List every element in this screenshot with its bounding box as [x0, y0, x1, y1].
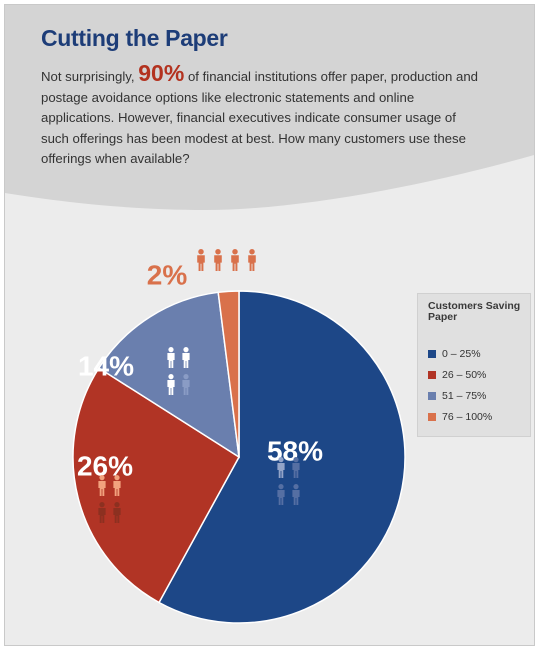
person-icon-1-3	[277, 484, 285, 505]
chart-legend: Customers Saving Paper 0 – 25% 26 – 50% 51…	[417, 293, 531, 437]
legend-swatch-3	[428, 392, 436, 400]
legend-item-3: 51 – 75%	[428, 390, 486, 402]
person-icon-4-1	[197, 249, 205, 272]
legend-item-4: 76 – 100%	[428, 411, 492, 423]
header-background	[5, 5, 534, 210]
intro-highlight-percent: 90%	[138, 60, 185, 86]
intro-text: Not surprisingly, 90% of financial insti…	[41, 62, 481, 170]
pie-slice-1	[158, 290, 406, 624]
person-icon-4-4	[248, 249, 256, 272]
person-icon-2-4	[113, 502, 121, 523]
legend-label-2: 26 – 50%	[442, 369, 487, 381]
legend-label-1: 0 – 25%	[442, 348, 481, 360]
person-icon-4-3	[231, 249, 239, 272]
slice-label-3: 14%	[78, 350, 134, 381]
pie-slice-2	[72, 367, 240, 604]
legend-label-3: 51 – 75%	[442, 390, 487, 402]
legend-label-4: 76 – 100%	[442, 411, 493, 423]
intro-text-start: Not surprisingly,	[41, 69, 139, 84]
person-icon-1-4	[292, 484, 300, 505]
pie-chart: 58%26%14%2%	[72, 249, 406, 624]
pie-slice-3	[97, 291, 240, 459]
intro-text-end: of financial institutions offer paper, p…	[41, 69, 479, 166]
person-icon-1-2	[292, 457, 300, 478]
slice-label-4: 2%	[147, 259, 188, 290]
person-icon-2-3	[98, 502, 106, 523]
legend-title: Customers Saving Paper	[428, 300, 521, 323]
infographic-frame: Cutting the Paper Not surprisingly, 90% …	[4, 4, 535, 646]
person-icon-2-1	[98, 475, 106, 496]
person-icon-4-2	[214, 249, 222, 272]
legend-swatch-1	[428, 350, 436, 358]
person-icon-3-2	[182, 347, 190, 368]
person-icon-2-2	[113, 475, 121, 496]
legend-swatch-4	[428, 413, 436, 421]
legend-swatch-2	[428, 371, 436, 379]
person-icon-1-1	[277, 457, 285, 478]
pie-slice-4	[217, 290, 240, 458]
legend-item-1: 0 – 25%	[428, 348, 481, 360]
person-icon-3-4	[182, 374, 190, 395]
person-icon-3-1	[167, 347, 175, 368]
slice-label-2: 26%	[77, 450, 133, 481]
page-title: Cutting the Paper	[41, 25, 228, 51]
person-icon-3-3	[167, 374, 175, 395]
legend-item-2: 26 – 50%	[428, 369, 486, 381]
